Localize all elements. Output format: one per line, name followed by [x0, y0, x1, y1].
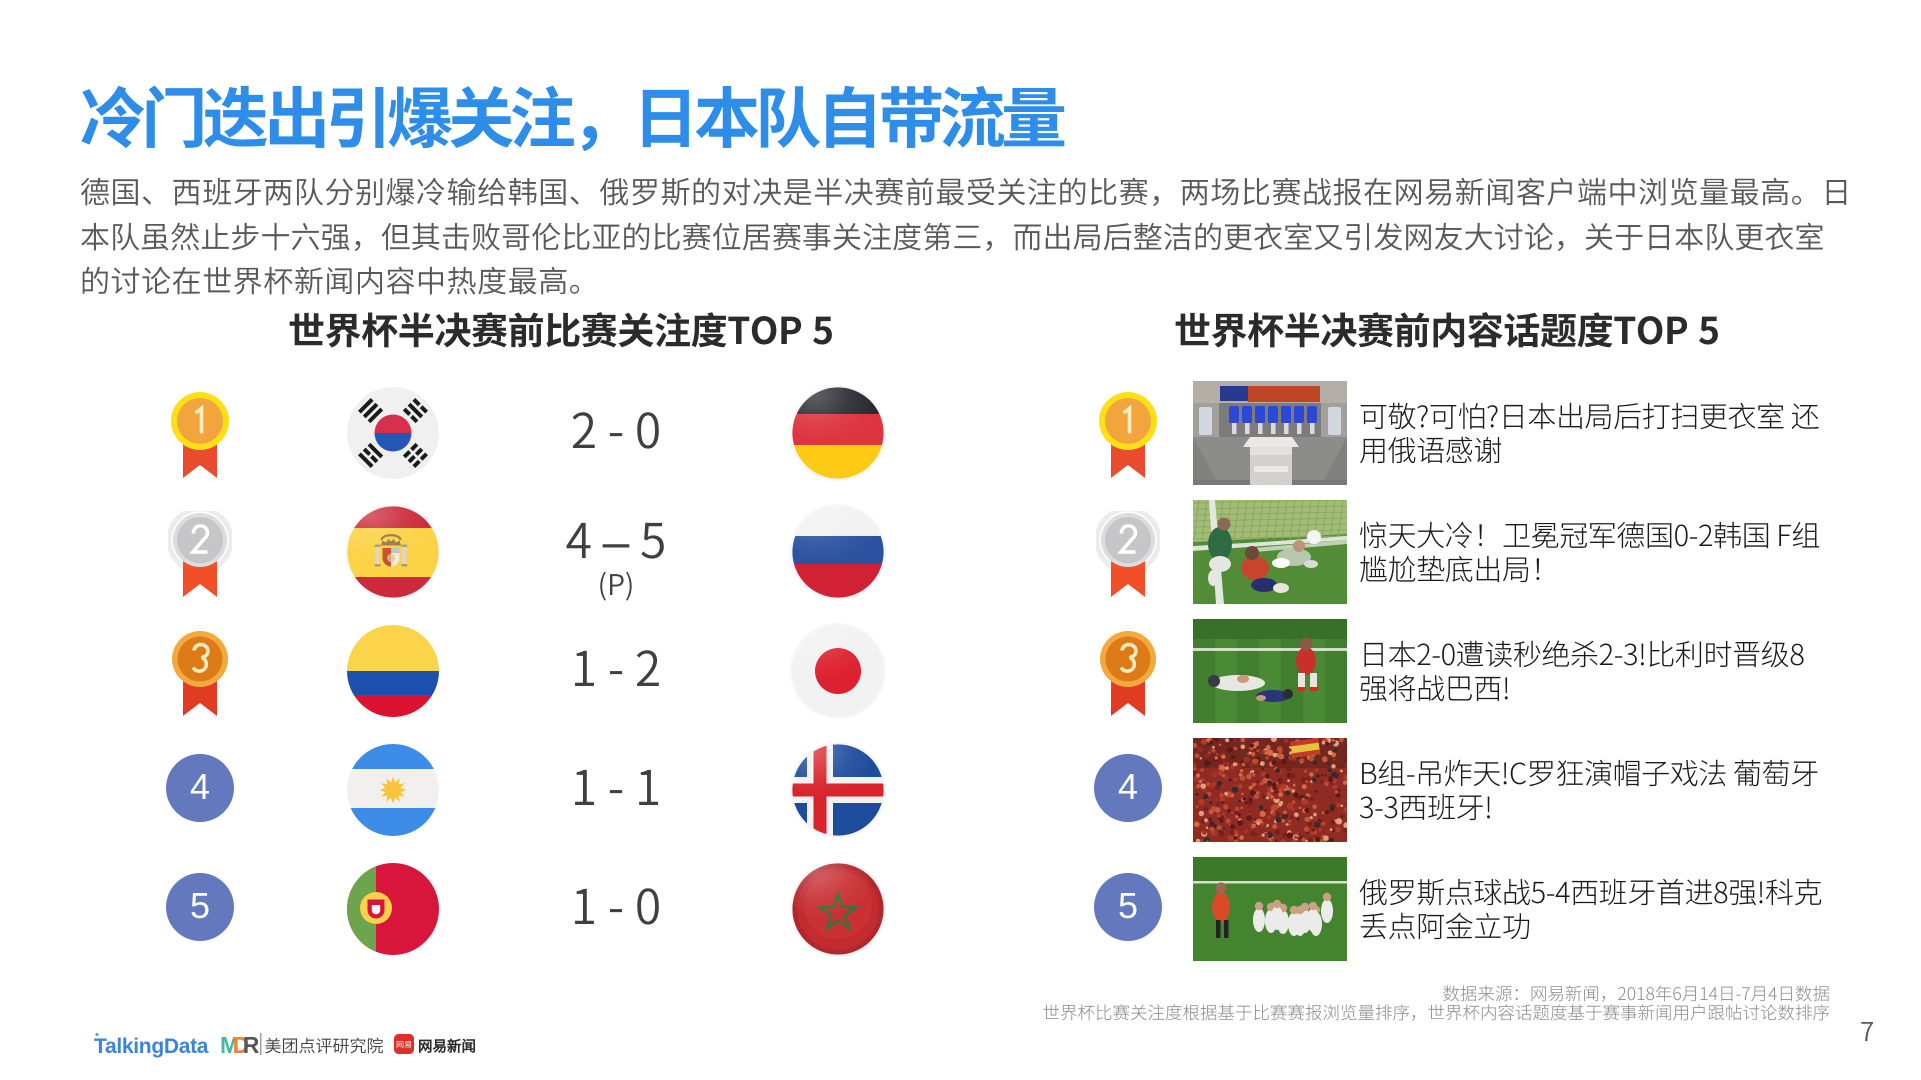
svg-text:美团点评研究院: 美团点评研究院: [265, 1032, 384, 1057]
svg-text:MDR: MDR: [220, 1032, 260, 1058]
svg-text:网易: 网易: [396, 1040, 412, 1051]
svg-text:网易新闻: 网易新闻: [418, 1036, 476, 1057]
svg-text:TalkingData: TalkingData: [94, 1035, 209, 1058]
